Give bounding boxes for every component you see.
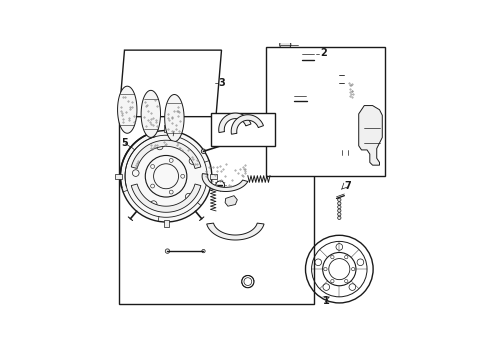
Circle shape xyxy=(337,209,340,212)
Polygon shape xyxy=(117,86,137,133)
Bar xyxy=(348,80,353,99)
Polygon shape xyxy=(119,50,221,117)
Text: 6: 6 xyxy=(212,114,219,125)
Bar xyxy=(343,76,348,96)
Bar xyxy=(115,174,122,179)
Polygon shape xyxy=(119,114,314,304)
Circle shape xyxy=(337,198,340,202)
Text: 1: 1 xyxy=(322,296,329,306)
Text: 4: 4 xyxy=(251,114,258,125)
Ellipse shape xyxy=(332,90,339,100)
FancyBboxPatch shape xyxy=(278,85,298,99)
Polygon shape xyxy=(164,94,183,141)
Polygon shape xyxy=(218,113,250,132)
Polygon shape xyxy=(211,113,274,146)
Polygon shape xyxy=(131,184,201,212)
Polygon shape xyxy=(358,105,382,165)
Circle shape xyxy=(337,205,340,209)
Text: 5: 5 xyxy=(121,138,127,148)
Polygon shape xyxy=(202,174,247,192)
Circle shape xyxy=(279,39,290,50)
Polygon shape xyxy=(224,195,237,206)
Circle shape xyxy=(305,99,309,103)
Bar xyxy=(210,174,217,179)
Text: 7: 7 xyxy=(344,181,351,191)
Bar xyxy=(163,220,168,228)
Circle shape xyxy=(165,249,169,253)
Text: 2: 2 xyxy=(319,48,326,58)
Circle shape xyxy=(202,249,205,253)
Circle shape xyxy=(337,216,340,220)
Bar xyxy=(274,78,280,86)
Bar xyxy=(274,66,280,74)
Polygon shape xyxy=(131,140,201,168)
FancyBboxPatch shape xyxy=(278,52,298,67)
Polygon shape xyxy=(206,223,264,240)
Bar xyxy=(163,125,168,132)
Circle shape xyxy=(337,202,340,205)
Circle shape xyxy=(312,58,317,62)
Polygon shape xyxy=(231,115,263,134)
Circle shape xyxy=(120,131,211,222)
Bar xyxy=(353,84,358,101)
Bar xyxy=(274,54,280,62)
Ellipse shape xyxy=(319,75,329,91)
Ellipse shape xyxy=(314,74,325,90)
FancyBboxPatch shape xyxy=(278,68,298,84)
Bar xyxy=(274,90,280,99)
Text: 3: 3 xyxy=(218,77,225,87)
Circle shape xyxy=(337,212,340,216)
Circle shape xyxy=(201,149,205,153)
Circle shape xyxy=(236,139,239,141)
Ellipse shape xyxy=(325,77,334,92)
Polygon shape xyxy=(141,90,160,138)
Ellipse shape xyxy=(329,84,337,94)
Polygon shape xyxy=(265,48,384,176)
